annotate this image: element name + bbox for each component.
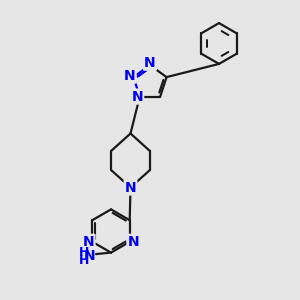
Text: N: N (144, 56, 156, 70)
Text: H: H (79, 245, 89, 259)
Text: H: H (79, 254, 89, 268)
Text: N: N (132, 90, 143, 104)
Text: N: N (124, 69, 136, 82)
Text: N: N (128, 235, 139, 249)
Text: N: N (125, 181, 136, 194)
Text: N: N (83, 235, 94, 249)
Text: N: N (84, 249, 96, 263)
